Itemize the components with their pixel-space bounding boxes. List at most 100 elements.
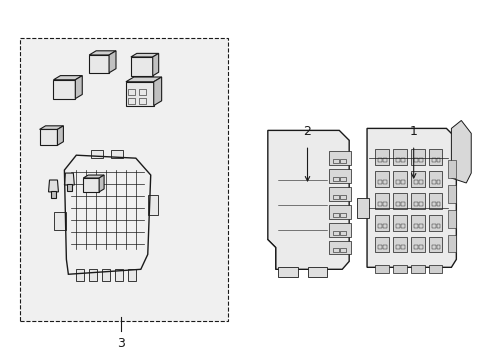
- Bar: [413, 224, 417, 228]
- Bar: [436, 202, 440, 206]
- Bar: [410, 237, 424, 252]
- Bar: [431, 202, 435, 206]
- Bar: [392, 237, 406, 252]
- Bar: [410, 171, 424, 187]
- Bar: [128, 98, 135, 104]
- Bar: [54, 212, 66, 230]
- Bar: [139, 89, 145, 95]
- Bar: [410, 193, 424, 209]
- Bar: [333, 177, 339, 181]
- Bar: [377, 158, 381, 162]
- Text: 2: 2: [303, 125, 311, 138]
- Polygon shape: [40, 126, 63, 129]
- Bar: [400, 224, 404, 228]
- Bar: [328, 169, 350, 183]
- Polygon shape: [366, 129, 455, 267]
- Bar: [128, 269, 136, 281]
- Bar: [333, 159, 339, 163]
- Bar: [340, 231, 346, 235]
- Bar: [89, 269, 97, 281]
- Bar: [377, 246, 381, 249]
- Bar: [395, 158, 399, 162]
- Bar: [382, 246, 386, 249]
- Bar: [427, 237, 442, 252]
- Bar: [328, 205, 350, 219]
- Bar: [328, 240, 350, 255]
- Bar: [382, 158, 386, 162]
- Bar: [377, 180, 381, 184]
- Bar: [418, 224, 422, 228]
- Bar: [400, 202, 404, 206]
- Bar: [374, 193, 388, 209]
- Polygon shape: [99, 175, 104, 192]
- Polygon shape: [131, 53, 158, 57]
- Bar: [328, 223, 350, 237]
- Bar: [431, 224, 435, 228]
- Bar: [340, 213, 346, 217]
- Bar: [356, 198, 368, 218]
- Bar: [340, 177, 346, 181]
- Bar: [374, 215, 388, 231]
- Polygon shape: [57, 126, 63, 145]
- Bar: [427, 149, 442, 165]
- Bar: [410, 265, 424, 273]
- Polygon shape: [153, 77, 162, 105]
- Bar: [374, 265, 388, 273]
- Bar: [400, 246, 404, 249]
- Bar: [340, 248, 346, 252]
- Bar: [115, 269, 122, 281]
- Polygon shape: [109, 51, 116, 73]
- Bar: [76, 269, 84, 281]
- Polygon shape: [152, 53, 158, 76]
- Bar: [374, 149, 388, 165]
- Bar: [382, 224, 386, 228]
- Bar: [139, 98, 145, 104]
- Bar: [333, 213, 339, 217]
- Bar: [418, 202, 422, 206]
- Bar: [436, 224, 440, 228]
- Bar: [400, 158, 404, 162]
- Bar: [418, 158, 422, 162]
- Bar: [333, 195, 339, 199]
- Bar: [413, 158, 417, 162]
- Bar: [277, 267, 297, 277]
- Text: 1: 1: [409, 125, 417, 138]
- Bar: [413, 246, 417, 249]
- Bar: [427, 265, 442, 273]
- Bar: [307, 267, 326, 277]
- Bar: [340, 159, 346, 163]
- Polygon shape: [83, 175, 104, 178]
- Bar: [128, 89, 135, 95]
- Bar: [427, 193, 442, 209]
- Bar: [333, 248, 339, 252]
- Bar: [395, 246, 399, 249]
- Bar: [427, 171, 442, 187]
- Bar: [89, 55, 109, 73]
- Bar: [418, 246, 422, 249]
- Bar: [51, 191, 56, 198]
- Polygon shape: [450, 121, 470, 183]
- Bar: [431, 246, 435, 249]
- Bar: [392, 193, 406, 209]
- Bar: [400, 180, 404, 184]
- Bar: [374, 237, 388, 252]
- Bar: [377, 202, 381, 206]
- Bar: [131, 57, 152, 76]
- Polygon shape: [267, 130, 348, 269]
- Polygon shape: [64, 173, 74, 185]
- Bar: [392, 149, 406, 165]
- Bar: [374, 171, 388, 187]
- Polygon shape: [126, 77, 162, 82]
- Bar: [413, 180, 417, 184]
- Bar: [126, 82, 153, 105]
- Bar: [392, 171, 406, 187]
- Bar: [410, 149, 424, 165]
- Text: 3: 3: [117, 337, 124, 350]
- Bar: [395, 180, 399, 184]
- Bar: [447, 185, 455, 203]
- Bar: [377, 224, 381, 228]
- Bar: [431, 180, 435, 184]
- Bar: [53, 80, 75, 99]
- Bar: [392, 265, 406, 273]
- Bar: [20, 38, 228, 321]
